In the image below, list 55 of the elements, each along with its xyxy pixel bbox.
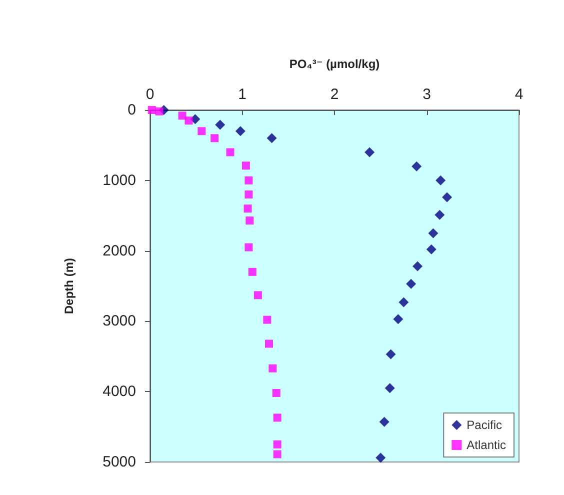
point	[364, 147, 375, 158]
point	[226, 148, 234, 156]
y-tick-label: 2000	[102, 242, 136, 260]
point	[428, 228, 438, 238]
point	[246, 216, 254, 225]
x-axis-title: PO₄³⁻ (µmol/kg)	[289, 57, 380, 71]
point	[406, 278, 416, 289]
x-tick-label: 4	[514, 86, 524, 103]
x-tick-label: 1	[238, 86, 246, 103]
point	[244, 243, 253, 252]
y-tick-label: 1000	[102, 172, 136, 189]
point	[412, 261, 423, 272]
point	[265, 340, 274, 348]
point	[426, 244, 436, 254]
point	[379, 416, 390, 427]
point	[244, 204, 252, 213]
point	[273, 440, 282, 448]
point	[244, 190, 253, 198]
legend-label: Atlantic	[466, 438, 506, 452]
point	[215, 120, 226, 130]
y-tick-label: 3000	[102, 312, 136, 330]
point	[266, 133, 277, 144]
point	[242, 162, 250, 170]
x-tick-label: 0	[146, 86, 154, 103]
point	[263, 316, 272, 324]
point	[148, 106, 156, 114]
point	[384, 383, 395, 394]
point	[434, 210, 445, 220]
point	[412, 161, 422, 172]
point	[273, 414, 282, 422]
point	[393, 314, 404, 324]
point	[184, 116, 193, 125]
y-tick-label: 0	[128, 102, 136, 118]
point	[436, 175, 446, 186]
point	[273, 450, 282, 458]
point	[398, 297, 409, 308]
y-tick-label: 5000	[102, 454, 136, 470]
point	[386, 349, 396, 360]
point	[198, 127, 206, 136]
point	[272, 389, 280, 398]
point	[244, 176, 253, 184]
point	[235, 126, 246, 136]
point	[178, 112, 186, 120]
x-tick-label: 2	[330, 86, 339, 103]
x-tick-label: 3	[422, 86, 431, 103]
point	[210, 134, 219, 142]
point	[254, 291, 262, 300]
point	[155, 107, 164, 116]
y-axis-title: Depth (m)	[62, 258, 76, 314]
legend-label: Pacific	[466, 418, 502, 432]
point	[442, 192, 452, 202]
point	[268, 364, 277, 372]
point	[376, 452, 386, 463]
point	[248, 268, 256, 276]
y-tick-label: 4000	[102, 383, 136, 400]
